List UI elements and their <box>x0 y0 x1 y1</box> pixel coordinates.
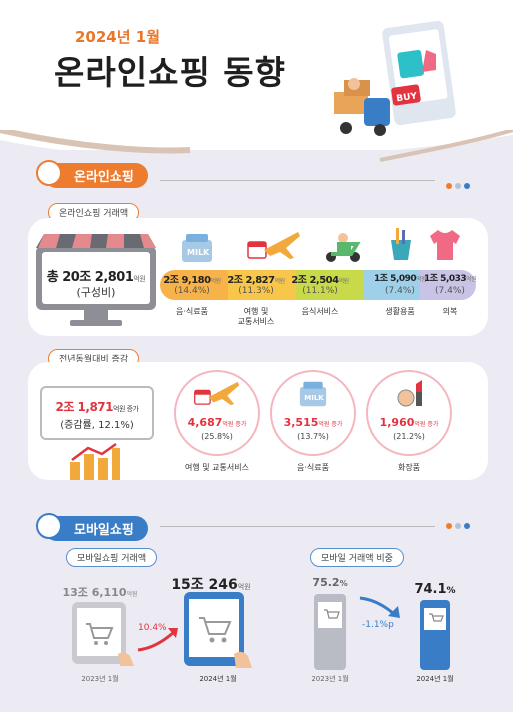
section-divider <box>160 180 435 181</box>
mobile-share-prev: 75.2% <box>312 576 348 589</box>
decline-arrow-icon <box>359 596 400 618</box>
dot-icon <box>455 183 461 189</box>
airplane-icon <box>194 381 240 405</box>
yoy-item-rate: (21.2%) <box>393 432 425 441</box>
yoy-item-value: 1,960억원 증가 <box>379 416 439 429</box>
online-total-sub: (구성비) <box>76 286 116 299</box>
tablet-cart-icon-prev <box>72 602 134 666</box>
shirt-icon <box>430 230 460 260</box>
dot-icon <box>446 523 452 529</box>
yoy-item-rate: (13.7%) <box>297 432 329 441</box>
dot-icon <box>446 183 452 189</box>
period-label: 2023년 1월 <box>311 675 349 683</box>
category-band <box>160 270 476 300</box>
svg-text:MILK: MILK <box>304 394 324 402</box>
milk-icon: MILK <box>299 381 327 407</box>
category-share: (11.3%) <box>238 286 274 296</box>
growth-arrow-icon <box>137 628 178 652</box>
category-value: 1조 5,090억원 <box>374 274 427 284</box>
mobile-share-curr: 74.1% <box>414 582 456 597</box>
scooter-icon <box>326 233 361 262</box>
category-share: (7.4%) <box>385 286 415 296</box>
report-period: 2024년 1월 <box>75 28 161 46</box>
yoy-item-value: 4,687억원 증가 <box>187 416 247 429</box>
phone-icon <box>36 513 62 539</box>
milk-icon: MILK <box>182 234 212 262</box>
mobile-tx-prev: 13조 6,110억원 <box>62 586 138 599</box>
category-name: 의복 <box>442 307 458 316</box>
tablet-cart-icon-curr <box>184 592 252 668</box>
svg-text:BUY: BUY <box>396 91 418 104</box>
section-divider <box>160 526 435 527</box>
yoy-total-box <box>40 386 154 440</box>
yoy-circle-travel <box>174 370 260 456</box>
yoy-item-rate: (25.8%) <box>201 432 233 441</box>
mobile-tx-label: 모바일쇼핑 거래액 <box>66 548 158 567</box>
category-name: 음식서비스 <box>301 307 339 316</box>
dot-icon <box>455 523 461 529</box>
mobile-tx-curr: 15조 246억원 <box>171 577 251 593</box>
category-share: (11.1%) <box>302 286 338 296</box>
store-icon <box>36 160 62 186</box>
category-share: (14.4%) <box>174 286 210 296</box>
mobile-tx-growth: 10.4% <box>138 623 167 633</box>
cup-icon <box>391 228 411 260</box>
period-label: 2024년 1월 <box>416 675 454 683</box>
yoy-item-name: 화장품 <box>397 463 421 472</box>
yoy-item-name: 여행 및 교통서비스 <box>185 463 249 472</box>
yoy-rate: (증감률, 12.1%) <box>60 420 134 431</box>
yoy-item-value: 3,515억원 증가 <box>283 416 343 429</box>
svg-text:MILK: MILK <box>187 248 210 257</box>
page-title: 온라인쇼핑 동향 <box>54 53 287 92</box>
dot-icon <box>464 523 470 529</box>
yoy-circle-cosmetics <box>366 370 452 456</box>
lipstick-icon <box>397 380 422 407</box>
phone-share-curr <box>420 600 450 670</box>
category-name: 생활용품 <box>385 307 415 316</box>
phone-share-prev <box>314 594 346 670</box>
section-online-tag: 온라인쇼핑 <box>44 163 148 188</box>
shopping-illustration: BUY <box>334 20 456 136</box>
category-name: 여행 및 교통서비스 <box>237 307 275 326</box>
category-value: 2조 2,504억원 <box>291 275 349 286</box>
category-value: 2조 9,180억원 <box>163 275 221 286</box>
header-wave <box>0 130 513 170</box>
category-value: 1조 5,033억원 <box>424 274 477 284</box>
yoy-total: 2조 1,871억원 증가 <box>55 400 139 414</box>
period-label: 2023년 1월 <box>81 675 119 683</box>
category-value: 2조 2,827억원 <box>227 275 285 286</box>
mobile-share-label: 모바일 거래액 비중 <box>310 548 404 567</box>
mobile-share-change: -1.1%p <box>362 620 394 630</box>
airplane-icon <box>247 232 300 259</box>
dot-icon <box>464 183 470 189</box>
category-name: 음·식료품 <box>176 307 208 316</box>
yoy-item-name: 음·식료품 <box>297 463 329 472</box>
period-label: 2024년 1월 <box>199 675 237 683</box>
category-share: (7.4%) <box>435 286 465 296</box>
monitor-icon <box>36 234 156 326</box>
rising-bars-icon <box>70 442 120 480</box>
online-total: 총 20조 2,801억원 <box>46 270 146 285</box>
